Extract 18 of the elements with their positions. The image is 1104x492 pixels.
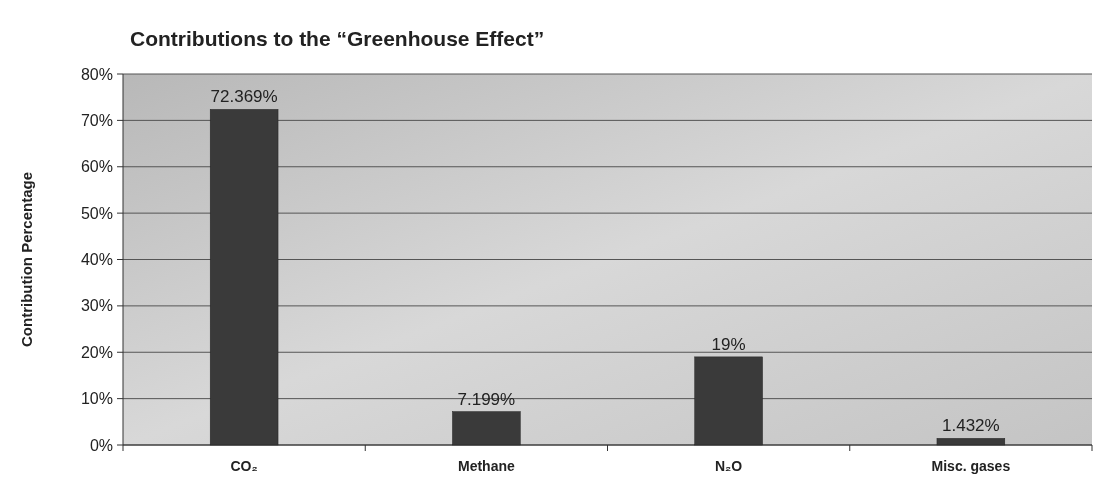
x-tick-label: CO₂ bbox=[230, 458, 258, 474]
y-tick-label: 20% bbox=[80, 343, 113, 361]
data-label: 1.432% bbox=[942, 416, 1000, 436]
y-tick-label: 0% bbox=[89, 436, 113, 454]
y-tick-label: 60% bbox=[80, 158, 113, 176]
y-tick-label: 50% bbox=[80, 204, 113, 222]
x-tick-label: N₂O bbox=[715, 458, 743, 474]
y-axis-title: Contribution Percentage bbox=[18, 171, 35, 348]
y-tick-label: 70% bbox=[80, 111, 113, 129]
y-tick-label: 40% bbox=[80, 251, 113, 269]
y-tick-label: 10% bbox=[80, 390, 113, 408]
data-label: 72.369% bbox=[210, 87, 278, 107]
data-label: 19% bbox=[711, 334, 746, 354]
chart-title: Contributions to the “Greenhouse Effect” bbox=[130, 27, 545, 50]
x-tick-label: Misc. gases bbox=[931, 458, 1011, 474]
y-tick-label: 80% bbox=[80, 65, 113, 83]
y-tick-label: 30% bbox=[80, 297, 113, 315]
x-tick-label: Methane bbox=[457, 458, 515, 474]
